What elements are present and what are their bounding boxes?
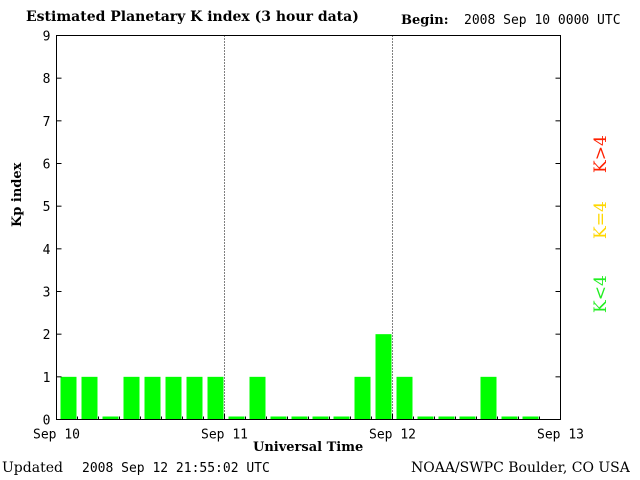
- kp-bar: [291, 416, 308, 420]
- kp-bar: [312, 416, 329, 420]
- kp-bar: [522, 416, 539, 420]
- x-tick-label: Sep 13: [537, 428, 584, 443]
- kp-bar: [417, 416, 434, 420]
- kp-bar: [186, 376, 203, 420]
- kp-bar: [228, 416, 245, 420]
- kp-bar: [501, 416, 518, 420]
- kp-bar: [396, 376, 413, 420]
- x-axis-label: Universal Time: [253, 440, 364, 455]
- credit-text: NOAA/SWPC Boulder, CO USA: [411, 460, 630, 476]
- kp-bar: [207, 376, 224, 420]
- kp-bar: [123, 376, 140, 420]
- y-tick-label: 5: [43, 200, 51, 215]
- kp-bar: [480, 376, 497, 420]
- chart-title: Estimated Planetary K index (3 hour data…: [26, 9, 359, 25]
- y-tick-label: 1: [43, 371, 51, 386]
- y-tick-label: 4: [43, 243, 51, 258]
- y-tick-label: 9: [43, 30, 51, 45]
- updated-value: 2008 Sep 12 21:55:02 UTC: [82, 461, 270, 476]
- y-tick-label: 8: [43, 72, 51, 87]
- y-tick-label: 0: [43, 414, 51, 429]
- y-tick-label: 6: [43, 158, 51, 173]
- updated-label: Updated: [2, 460, 63, 476]
- kp-bar: [459, 416, 476, 420]
- plot-frame: [56, 35, 561, 420]
- kp-bar: [60, 376, 77, 420]
- kp-bar: [102, 416, 119, 420]
- x-tick-label: Sep 12: [369, 428, 416, 443]
- kp-bar: [375, 334, 392, 420]
- kp-bar: [81, 376, 98, 420]
- kp-bar: [270, 416, 287, 420]
- kp-bar: [438, 416, 455, 420]
- x-tick-label: Sep 10: [33, 428, 80, 443]
- kp-bar: [165, 376, 182, 420]
- begin-value: 2008 Sep 10 0000 UTC: [464, 13, 621, 28]
- x-tick-label: Sep 11: [201, 428, 248, 443]
- y-tick-label: 2: [43, 328, 51, 343]
- kp-bar: [249, 376, 266, 420]
- y-tick-label: 7: [43, 115, 51, 130]
- kp-bar: [354, 376, 371, 420]
- begin-label: Begin:: [401, 13, 449, 28]
- kp-bar: [144, 376, 161, 420]
- y-tick-label: 3: [43, 286, 51, 301]
- kp-bar: [333, 416, 350, 420]
